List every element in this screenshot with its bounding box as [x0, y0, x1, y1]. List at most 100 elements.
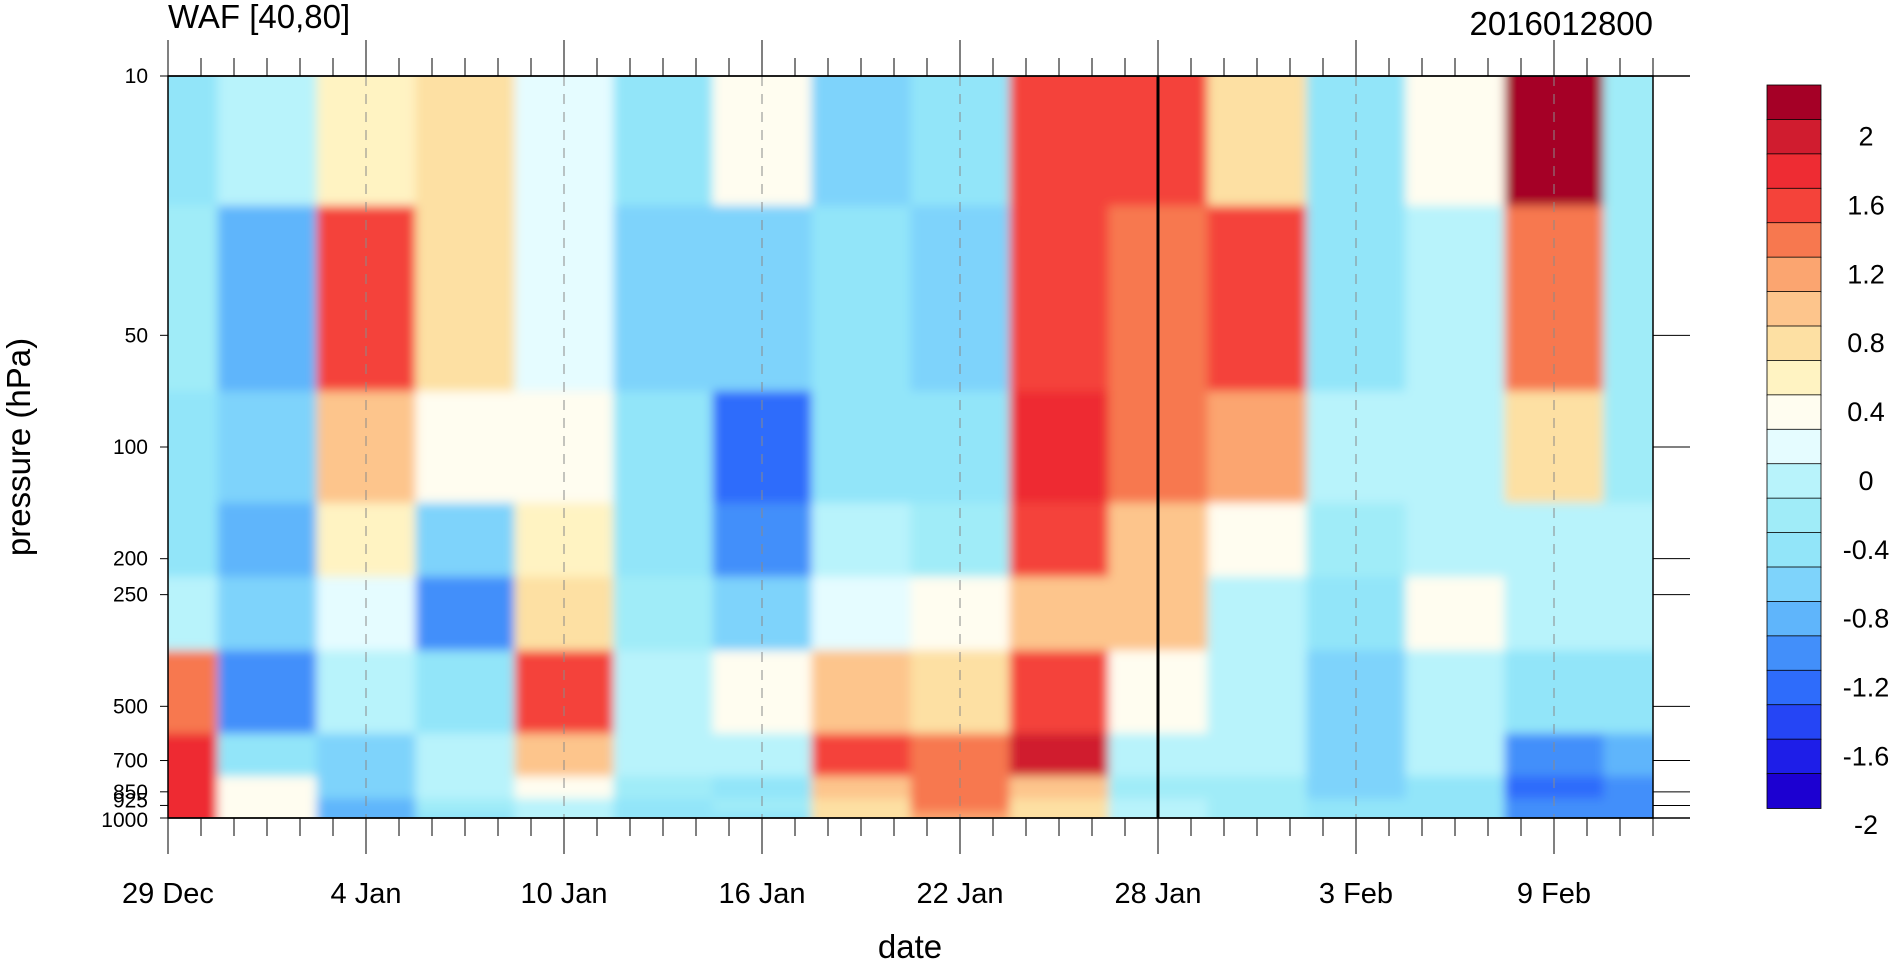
- x-tick-label: 22 Jan: [916, 878, 1003, 910]
- x-axis: 29 Dec 4 Jan 10 Jan 16 Jan 22 Jan 28 Jan 3 Feb…: [122, 40, 1690, 910]
- field-cell: [168, 733, 219, 778]
- field-cell: [168, 776, 219, 800]
- colorbar-swatch: [1766, 222, 1822, 259]
- chart-title: WAF [40,80]: [168, 0, 350, 35]
- colorbar-swatch: [1766, 704, 1822, 741]
- field-cell: [1603, 205, 1653, 393]
- field-cell: [168, 502, 219, 578]
- field-cell: [1207, 798, 1308, 813]
- field-cell: [1207, 502, 1308, 578]
- field-cell: [1009, 811, 1110, 818]
- field-cell: [613, 576, 714, 652]
- field-cell: [217, 798, 318, 813]
- field-cell: [613, 811, 714, 818]
- colorbar-label: 0.8: [1847, 328, 1885, 358]
- x-tick-label: 29 Dec: [122, 878, 214, 910]
- field-cell: [811, 391, 912, 504]
- field-cell: [1207, 650, 1308, 735]
- y-tick-label: 850: [113, 781, 148, 804]
- field-cell: [217, 650, 318, 735]
- field-cell: [415, 733, 516, 778]
- field-cell: [217, 576, 318, 652]
- colorbar-label: 0: [1858, 466, 1873, 496]
- field-cell: [1207, 576, 1308, 652]
- field-cell: [1009, 576, 1110, 652]
- colorbar-swatch: [1766, 84, 1822, 121]
- field-cell: [1009, 650, 1110, 735]
- x-tick-label: 3 Feb: [1319, 878, 1393, 910]
- field-cell: [1405, 76, 1506, 207]
- y-tick-label: 700: [113, 750, 148, 773]
- field-cell: [1603, 502, 1653, 578]
- field-cell: [811, 576, 912, 652]
- field-cell: [613, 391, 714, 504]
- colorbar-label: 2: [1858, 122, 1873, 152]
- colorbar-swatch: [1766, 153, 1822, 190]
- colorbar: 2 1.6 1.2 0.8 0.4 0 -0.4 -0.8 -1.2 -1.6 -2: [1766, 84, 1889, 840]
- colorbar-label: -2: [1854, 810, 1878, 840]
- field-cell: [1009, 502, 1110, 578]
- field-cell: [1405, 502, 1506, 578]
- y-tick-label: 50: [125, 324, 148, 347]
- colorbar-swatch: [1766, 394, 1822, 431]
- field-cell: [1009, 205, 1110, 393]
- field-cell: [415, 776, 516, 800]
- field-cell: [1207, 205, 1308, 393]
- colorbar-swatch: [1766, 738, 1822, 775]
- colorbar-swatch: [1766, 256, 1822, 293]
- field-cell: [1207, 391, 1308, 504]
- field-cell: [1603, 811, 1653, 818]
- y-tick-label: 200: [113, 548, 148, 571]
- colorbar-swatch: [1766, 635, 1822, 672]
- y-tick-label: 100: [113, 436, 148, 459]
- colorbar-swatch: [1766, 463, 1822, 500]
- field-cell: [168, 205, 219, 393]
- field-cell: [1405, 733, 1506, 778]
- field-cell: [168, 391, 219, 504]
- field-cell: [613, 76, 714, 207]
- field-cell: [613, 650, 714, 735]
- field-cell: [217, 76, 318, 207]
- y-tick-label: 10: [125, 65, 148, 88]
- colorbar-swatch: [1766, 532, 1822, 568]
- contour-field: [168, 76, 1653, 818]
- field-cell: [415, 576, 516, 652]
- y-tick-label: 500: [113, 695, 148, 718]
- field-cell: [415, 205, 516, 393]
- field-cell: [811, 76, 912, 207]
- field-cell: [811, 205, 912, 393]
- colorbar-label: 0.4: [1847, 397, 1885, 427]
- field-cell: [1603, 391, 1653, 504]
- field-cell: [1603, 650, 1653, 735]
- field-cell: [217, 776, 318, 800]
- field-cell: [1207, 776, 1308, 800]
- field-cell: [217, 811, 318, 818]
- field-cell: [1405, 798, 1506, 813]
- field-cell: [415, 391, 516, 504]
- field-cell: [613, 502, 714, 578]
- field-cell: [1207, 811, 1308, 818]
- colorbar-label: 1.2: [1847, 259, 1885, 289]
- field-cell: [217, 205, 318, 393]
- field-cell: [1603, 576, 1653, 652]
- field-cell: [1009, 391, 1110, 504]
- field-cell: [811, 733, 912, 778]
- x-tick-label: 16 Jan: [718, 878, 805, 910]
- field-cell: [910, 733, 1011, 778]
- field-cell: [613, 205, 714, 393]
- chart-subtitle: 2016012800: [1469, 5, 1653, 42]
- field-cell: [514, 733, 615, 778]
- y-tick-label: 250: [113, 584, 148, 607]
- field-cell: [415, 502, 516, 578]
- y-axis-label: pressure (hPa): [0, 338, 37, 556]
- field-cell: [1405, 576, 1506, 652]
- field-cell: [613, 798, 714, 813]
- field-cell: [811, 502, 912, 578]
- colorbar-swatch: [1766, 291, 1822, 327]
- field-cell: [613, 733, 714, 778]
- field-cell: [168, 798, 219, 813]
- field-cell: [811, 650, 912, 735]
- field-cell: [811, 811, 912, 818]
- field-cell: [1405, 776, 1506, 800]
